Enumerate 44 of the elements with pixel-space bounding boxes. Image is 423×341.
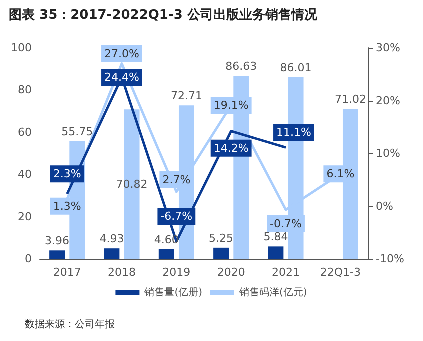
data-label: -6.7% <box>160 210 193 224</box>
y-tick-label: 80 <box>18 84 32 97</box>
data-label: 5.25 <box>209 232 234 245</box>
data-label: 4.93 <box>100 232 124 246</box>
x-tick-label: 2018 <box>108 266 136 279</box>
y2-tick-label: 20% <box>376 94 400 108</box>
bar <box>214 248 230 259</box>
y2-tick-label: 0% <box>376 200 394 213</box>
x-tick-label: 2020 <box>217 266 246 279</box>
data-label: 55.75 <box>62 125 94 138</box>
y-tick-label: 20 <box>18 210 32 224</box>
x-tick-label: 2021 <box>272 266 300 279</box>
x-tick-label: 22Q1-3 <box>320 266 361 279</box>
y-tick-label: 0 <box>25 252 32 266</box>
y-tick-label: 40 <box>18 168 32 182</box>
y2-tick-label: 10% <box>376 147 400 160</box>
legend-label: 销售码洋(亿元) <box>238 286 308 298</box>
data-label: 2.7% <box>162 174 191 187</box>
y2-tick-label: 30% <box>376 42 400 54</box>
data-label: 72.71 <box>170 90 202 103</box>
data-label: 71.02 <box>334 93 366 106</box>
bar <box>50 250 66 259</box>
data-label: 1.3% <box>53 200 82 213</box>
data-label: 14.2% <box>214 142 249 155</box>
data-label: 70.82 <box>116 178 148 191</box>
data-label: 86.01 <box>280 62 312 75</box>
data-label: 11.1% <box>276 126 312 140</box>
y-tick-label: 100 <box>11 42 32 54</box>
data-label: 2.3% <box>53 168 82 181</box>
y-tick-label: 60 <box>18 126 32 139</box>
bar <box>104 248 120 259</box>
data-label: -0.7% <box>270 217 302 230</box>
x-tick-label: 2017 <box>53 266 82 279</box>
data-label: 86.63 <box>226 60 258 74</box>
bar <box>268 246 284 259</box>
y2-tick-label: -10% <box>376 252 404 266</box>
x-tick-label: 2019 <box>162 266 191 279</box>
bar <box>158 249 174 259</box>
chart-title: 图表 35：2017-2022Q1-3 公司出版业务销售情况 <box>9 8 318 23</box>
source-note: 数据来源：公司年报 <box>25 318 115 330</box>
data-label: 5.84 <box>264 230 288 244</box>
data-label: 27.0% <box>104 47 140 60</box>
data-label: 3.96 <box>45 234 70 248</box>
legend-label: 销售量(亿册) <box>144 286 203 298</box>
